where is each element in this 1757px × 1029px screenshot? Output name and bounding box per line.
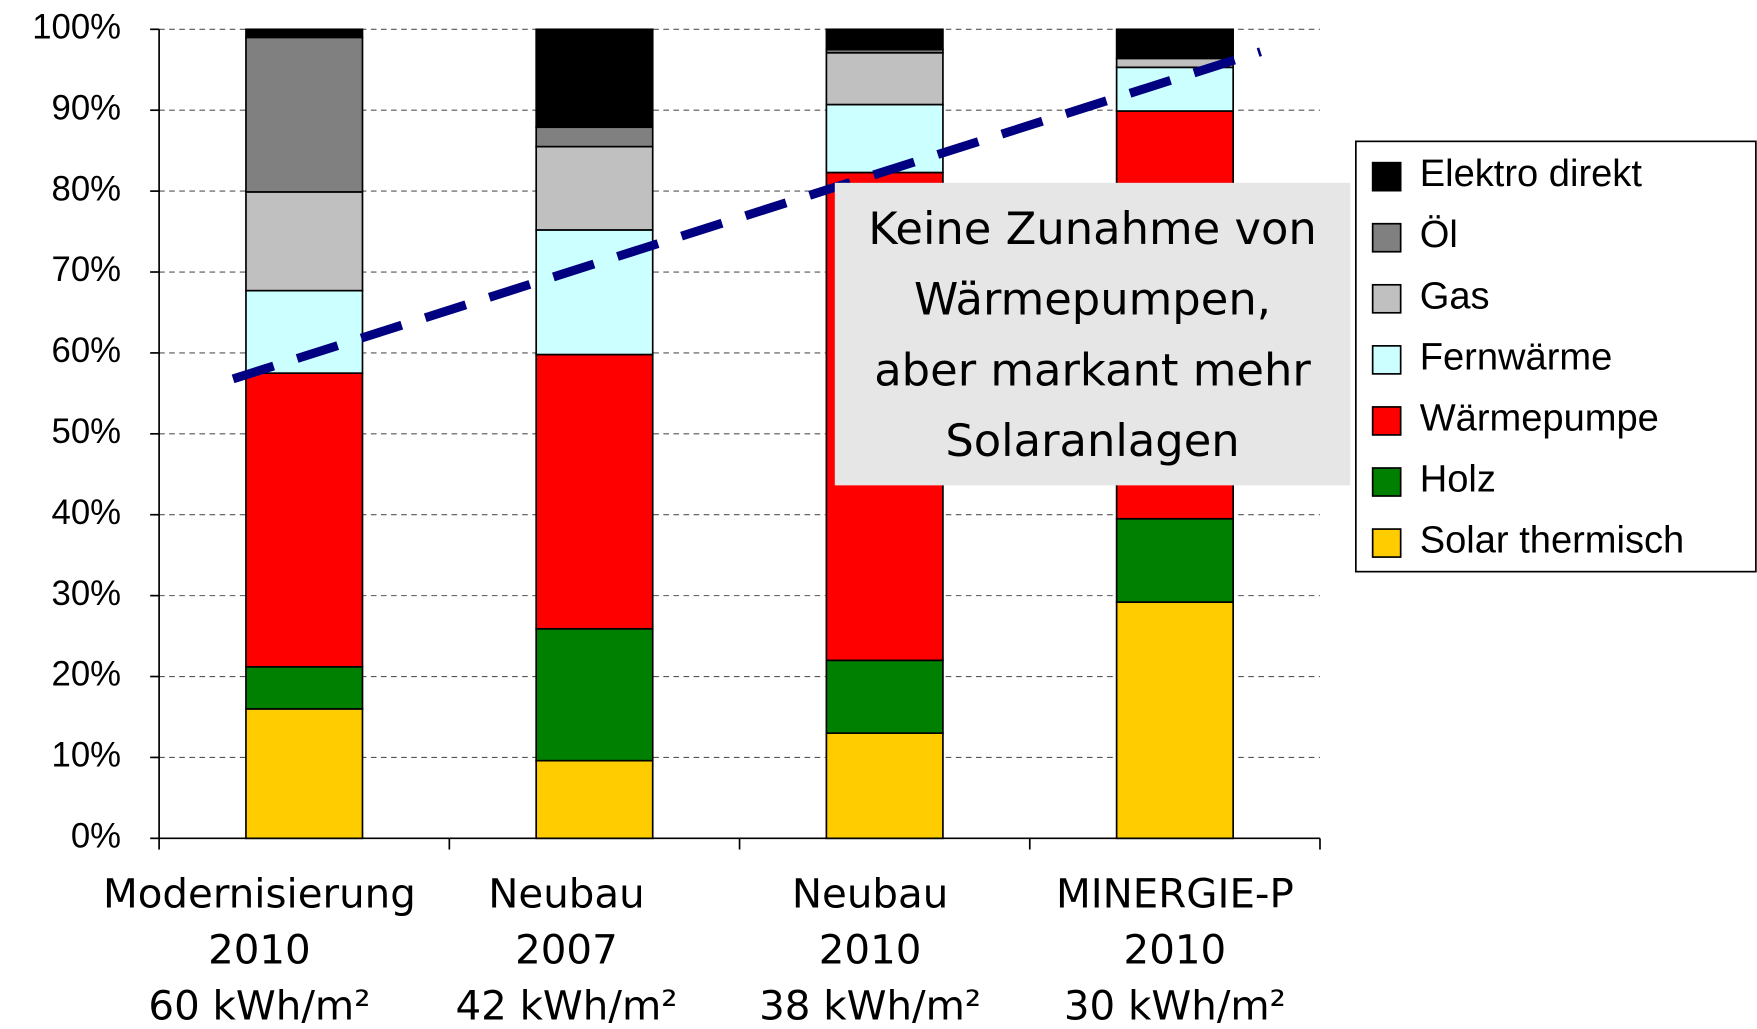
legend-box <box>1355 140 1757 573</box>
annotation-text: aber markant mehr <box>874 343 1311 396</box>
y-tick-label: 80% <box>52 170 122 208</box>
legend-swatch <box>1371 467 1402 497</box>
annotation-text: Keine Zunahme von <box>868 202 1317 255</box>
foreground: 0% 10% 20% 30% 40% 50% 60% 70% 80% 90% 100% Moderni… <box>32 8 1684 1029</box>
bar-segment <box>245 28 364 39</box>
bar-segment <box>535 126 654 148</box>
y-tick-label: 20% <box>52 656 122 694</box>
y-tick-label: 10% <box>52 737 122 775</box>
legend-label: Holz <box>1420 459 1496 501</box>
bar-segment <box>825 103 944 174</box>
y-tick-label: 70% <box>52 251 122 289</box>
y-tick-label: 100% <box>32 8 121 46</box>
legend-label: Elektro direkt <box>1420 153 1643 195</box>
x-tick-label: Modernisierung <box>103 871 416 918</box>
trend-line <box>231 47 1262 384</box>
annotation-text: Wärmepumpen, <box>914 273 1271 326</box>
x-tick-label: 42 kWh/m² <box>455 983 677 1029</box>
legend-swatch <box>1371 406 1402 436</box>
legend-label: Solar thermisch <box>1420 520 1685 562</box>
bar-segment <box>535 627 654 762</box>
bar-segment <box>245 708 364 840</box>
legend-swatch <box>1371 222 1402 253</box>
bar-segment <box>1115 517 1234 603</box>
annotation-box <box>834 182 1351 486</box>
x-tick-label: MINERGIE-P <box>1056 871 1294 918</box>
bar-segment <box>245 665 364 710</box>
x-tick-label: 30 kWh/m² <box>1064 983 1286 1029</box>
x-tick-label: 2007 <box>515 927 618 974</box>
legend-label: Öl <box>1420 214 1458 256</box>
x-tick-label: 2010 <box>208 927 311 974</box>
bar-segment <box>245 191 364 292</box>
bar-segment <box>535 759 654 840</box>
annotation-text: Solaranlagen <box>945 414 1239 467</box>
legend-swatch <box>1371 283 1402 314</box>
y-tick-label: 60% <box>52 332 122 370</box>
bar-segment <box>245 36 364 193</box>
x-tick-label: Neubau <box>792 871 948 918</box>
legend-swatch <box>1371 345 1402 375</box>
y-tick-label: 90% <box>52 89 122 127</box>
bar-segment <box>825 659 944 735</box>
legend-label: Wärmepumpe <box>1420 397 1659 439</box>
x-tick-label: 2010 <box>819 927 922 974</box>
y-tick-label: 30% <box>52 575 122 613</box>
y-tick-label: 40% <box>52 494 122 532</box>
bar-segment <box>1115 28 1234 60</box>
bar-segment <box>1115 601 1234 840</box>
bar-segment <box>825 28 944 51</box>
bar-segment <box>245 372 364 668</box>
bar-segment <box>535 353 654 630</box>
x-tick-label: 60 kWh/m² <box>148 983 370 1029</box>
legend-swatch <box>1371 161 1402 192</box>
x-tick-label: 38 kWh/m² <box>759 983 981 1029</box>
bar-segment <box>825 51 944 106</box>
bar-segment <box>535 145 654 231</box>
bar-segment <box>825 732 944 840</box>
y-tick-label: 0% <box>71 818 121 856</box>
bar-segment <box>535 28 654 129</box>
legend-label: Fernwärme <box>1420 336 1613 378</box>
x-tick-label: 2010 <box>1124 927 1227 974</box>
legend-label: Gas <box>1420 275 1490 317</box>
legend-swatch <box>1371 528 1402 558</box>
x-tick-label: Neubau <box>488 871 644 918</box>
y-tick-label: 50% <box>52 413 122 451</box>
